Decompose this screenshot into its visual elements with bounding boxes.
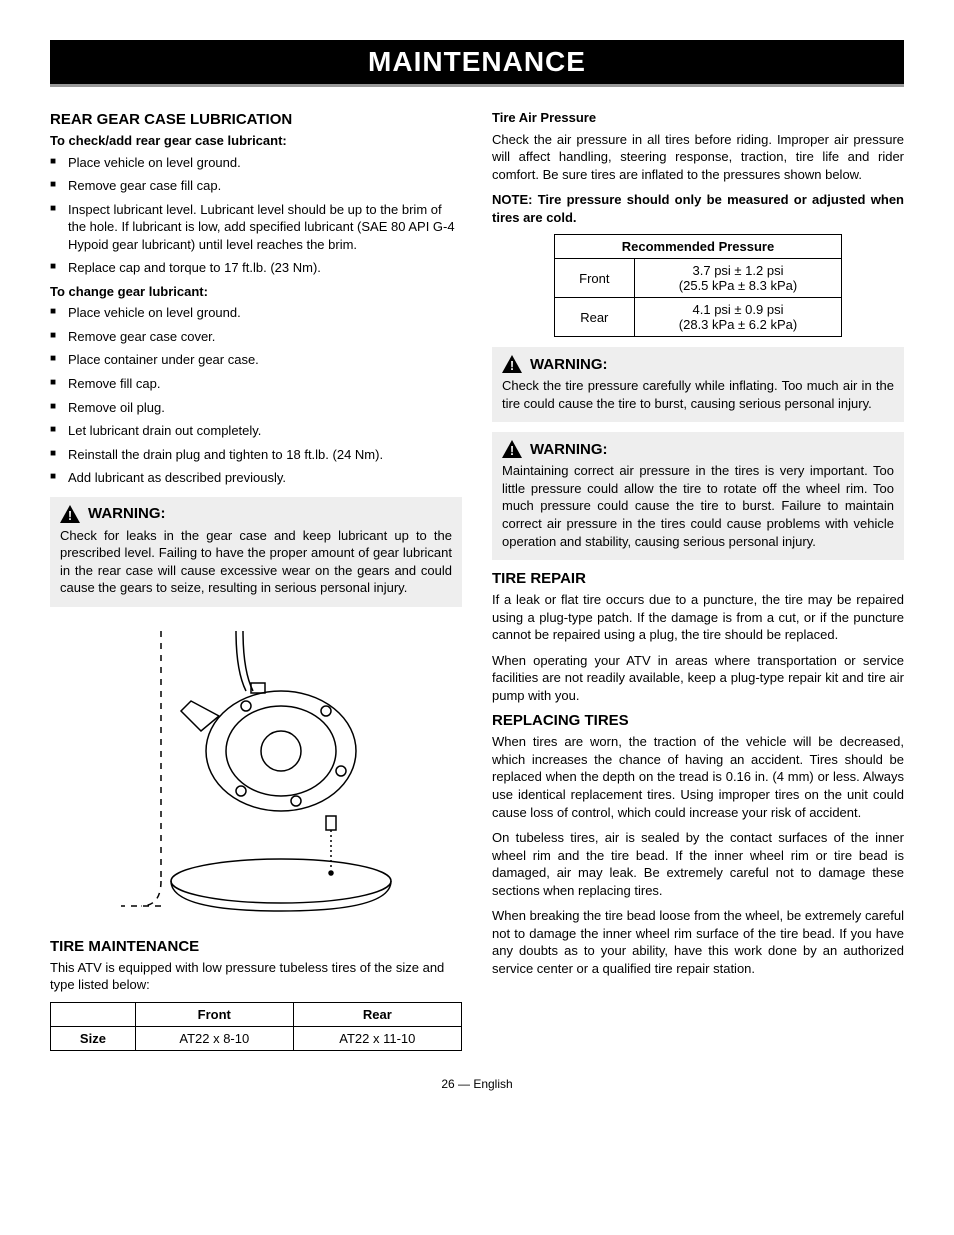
tire-air-title: Tire Air Pressure xyxy=(492,109,904,127)
list-item: Replace cap and torque to 17 ft.lb. (23 … xyxy=(50,259,462,277)
pressure-psi: 4.1 psi ± 0.9 psi xyxy=(693,302,784,317)
pressure-psi: 3.7 psi ± 1.2 psi xyxy=(693,263,784,278)
replacing-p2: On tubeless tires, air is sealed by the … xyxy=(492,829,904,899)
content-columns: REAR GEAR CASE LUBRICATION To check/add … xyxy=(50,105,904,1057)
tire-repair-title: TIRE REPAIR xyxy=(492,570,904,587)
warning-label: WARNING: xyxy=(530,356,608,373)
svg-text:!: ! xyxy=(510,443,514,458)
check-add-sub: To check/add rear gear case lubricant: xyxy=(50,132,462,150)
replacing-tires-title: REPLACING TIRES xyxy=(492,712,904,729)
tire-repair-p2: When operating your ATV in areas where t… xyxy=(492,652,904,705)
warning-gear-case: ! WARNING: Check for leaks in the gear c… xyxy=(50,497,462,607)
pressure-table: Recommended Pressure Front 3.7 psi ± 1.2… xyxy=(554,234,842,337)
warning-label: WARNING: xyxy=(88,505,166,522)
list-item: Remove oil plug. xyxy=(50,399,462,417)
list-item: Place vehicle on level ground. xyxy=(50,304,462,322)
warning-title: ! WARNING: xyxy=(502,355,894,373)
list-item: Inspect lubricant level. Lubricant level… xyxy=(50,201,462,254)
gear-case-diagram xyxy=(50,621,462,924)
warning-body: Check for leaks in the gear case and kee… xyxy=(60,527,452,597)
table-header-blank xyxy=(51,1003,136,1027)
page-footer: 26 — English xyxy=(50,1077,904,1091)
table-header-rear: Rear xyxy=(293,1003,461,1027)
table-row: Rear 4.1 psi ± 0.9 psi (28.3 kPa ± 6.2 k… xyxy=(554,298,841,337)
warning-title: ! WARNING: xyxy=(502,440,894,458)
svg-text:!: ! xyxy=(510,358,514,373)
change-lube-list: Place vehicle on level ground. Remove ge… xyxy=(50,304,462,486)
warning-tire-pressure: ! WARNING: Maintaining correct air press… xyxy=(492,432,904,560)
warning-body: Check the tire pressure carefully while … xyxy=(502,377,894,412)
list-item: Place container under gear case. xyxy=(50,351,462,369)
warning-icon: ! xyxy=(502,355,522,373)
list-item: Place vehicle on level ground. xyxy=(50,154,462,172)
table-cell: Front xyxy=(554,259,634,298)
warning-icon: ! xyxy=(60,505,80,523)
list-item: Add lubricant as described previously. xyxy=(50,469,462,487)
svg-text:!: ! xyxy=(68,508,72,523)
table-row: Front 3.7 psi ± 1.2 psi (25.5 kPa ± 8.3 … xyxy=(554,259,841,298)
table-row: Front Rear xyxy=(51,1003,462,1027)
page-header: MAINTENANCE xyxy=(50,40,904,87)
right-column: Tire Air Pressure Check the air pressure… xyxy=(492,105,904,1057)
table-row: Recommended Pressure xyxy=(554,235,841,259)
rear-gear-title: REAR GEAR CASE LUBRICATION xyxy=(50,111,462,128)
warning-title: ! WARNING: xyxy=(60,505,452,523)
table-cell: AT22 x 11-10 xyxy=(293,1027,461,1051)
tire-repair-p1: If a leak or flat tire occurs due to a p… xyxy=(492,591,904,644)
change-lube-sub: To change gear lubricant: xyxy=(50,283,462,301)
replacing-p3: When breaking the tire bead loose from t… xyxy=(492,907,904,977)
tire-maintenance-body: This ATV is equipped with low pressure t… xyxy=(50,959,462,994)
warning-icon: ! xyxy=(502,440,522,458)
warning-label: WARNING: xyxy=(530,441,608,458)
table-row-label: Size xyxy=(51,1027,136,1051)
table-header-front: Front xyxy=(135,1003,293,1027)
tire-note: NOTE: Tire pressure should only be measu… xyxy=(492,191,904,226)
left-column: REAR GEAR CASE LUBRICATION To check/add … xyxy=(50,105,462,1057)
table-row: Size AT22 x 8-10 AT22 x 11-10 xyxy=(51,1027,462,1051)
table-cell: AT22 x 8-10 xyxy=(135,1027,293,1051)
tire-size-table: Front Rear Size AT22 x 8-10 AT22 x 11-10 xyxy=(50,1002,462,1051)
list-item: Remove gear case fill cap. xyxy=(50,177,462,195)
list-item: Reinstall the drain plug and tighten to … xyxy=(50,446,462,464)
table-cell: Rear xyxy=(554,298,634,337)
table-cell: 4.1 psi ± 0.9 psi (28.3 kPa ± 6.2 kPa) xyxy=(634,298,841,337)
pressure-kpa: (25.5 kPa ± 8.3 kPa) xyxy=(679,278,797,293)
list-item: Remove gear case cover. xyxy=(50,328,462,346)
list-item: Let lubricant drain out completely. xyxy=(50,422,462,440)
warning-body: Maintaining correct air pressure in the … xyxy=(502,462,894,550)
replacing-p1: When tires are worn, the traction of the… xyxy=(492,733,904,821)
check-add-list: Place vehicle on level ground. Remove ge… xyxy=(50,154,462,277)
tire-air-body: Check the air pressure in all tires befo… xyxy=(492,131,904,184)
warning-tire-inflate: ! WARNING: Check the tire pressure caref… xyxy=(492,347,904,422)
pressure-kpa: (28.3 kPa ± 6.2 kPa) xyxy=(679,317,797,332)
pressure-header: Recommended Pressure xyxy=(554,235,841,259)
tire-maintenance-title: TIRE MAINTENANCE xyxy=(50,938,462,955)
table-cell: 3.7 psi ± 1.2 psi (25.5 kPa ± 8.3 kPa) xyxy=(634,259,841,298)
list-item: Remove fill cap. xyxy=(50,375,462,393)
